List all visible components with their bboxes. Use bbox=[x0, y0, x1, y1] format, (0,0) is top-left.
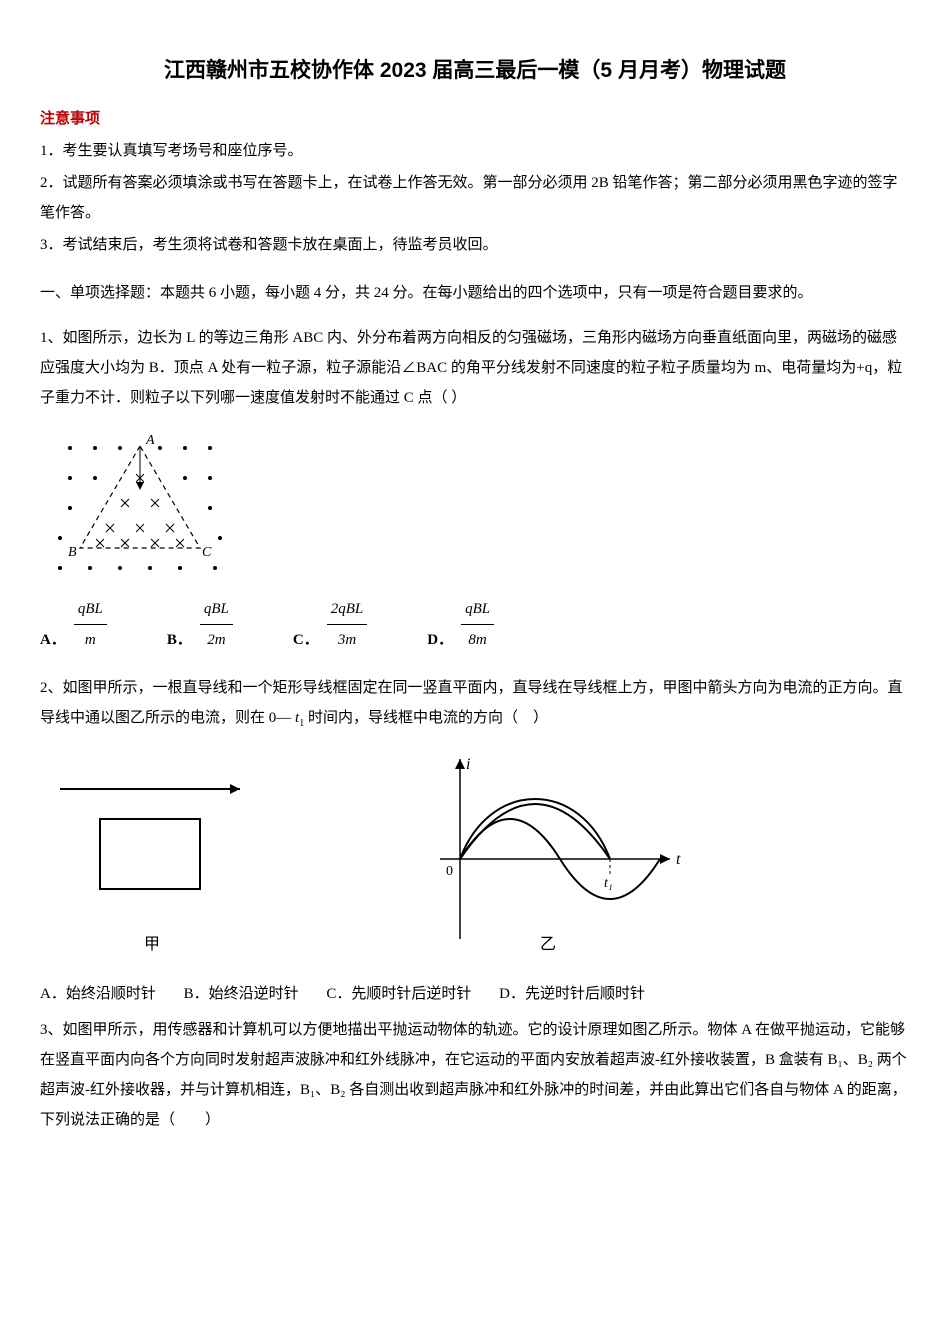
q2-opt-C: C．先顺时针后逆时针 bbox=[326, 979, 471, 1009]
q1-opt-A: A． qBLm bbox=[40, 594, 107, 655]
q2-fig-left-label: 甲 bbox=[144, 936, 160, 953]
q2-fig-right: i t 0 t₁ 乙 bbox=[400, 749, 700, 969]
q2-opt-B: B．始终沿逆时针 bbox=[184, 979, 299, 1009]
q1-fig-label-A: A bbox=[145, 433, 155, 448]
frac-den: 2m bbox=[200, 625, 233, 655]
q2-options: A．始终沿顺时针 B．始终沿逆时针 C．先顺时针后逆时针 D．先逆时针后顺时针 bbox=[40, 979, 910, 1009]
q2-opt-A: A．始终沿顺时针 bbox=[40, 979, 156, 1009]
q2-fig-left: 甲 bbox=[40, 749, 260, 969]
notice-item: 2．试题所有答案必须填涂或书写在答题卡上，在试卷上作答无效。第一部分必须用 2B… bbox=[40, 168, 910, 228]
frac-num: qBL bbox=[200, 594, 233, 625]
frac-den: 3m bbox=[327, 625, 368, 655]
notice-header: 注意事项 bbox=[40, 111, 100, 127]
q2-stem: 2、如图甲所示，一根直导线和一个矩形导线框固定在同一竖直平面内，直导线在导线框上… bbox=[40, 673, 910, 734]
frac-num: 2qBL bbox=[327, 594, 368, 625]
q1-opt-C: C． 2qBL3m bbox=[293, 594, 367, 655]
frac-num: qBL bbox=[461, 594, 494, 625]
opt-label: A． bbox=[40, 625, 66, 655]
q2-opt-D: D．先逆时针后顺时针 bbox=[499, 979, 645, 1009]
frac-num: qBL bbox=[74, 594, 107, 625]
opt-label: C． bbox=[293, 625, 319, 655]
q1-stem: 1、如图所示，边长为 L 的等边三角形 ABC 内、外分布着两方向相反的匀强磁场… bbox=[40, 323, 910, 413]
q2-tick-t1: t₁ bbox=[604, 876, 613, 891]
exam-title: 江西赣州市五校协作体 2023 届高三最后一模（5 月月考）物理试题 bbox=[40, 50, 910, 92]
q2-fig-right-label: 乙 bbox=[540, 936, 556, 953]
q2-origin: 0 bbox=[446, 864, 453, 879]
q1-opt-B: B． qBL2m bbox=[167, 594, 233, 655]
notice-block: 注意事项 1．考生要认真填写考场号和座位序号。 2．试题所有答案必须填涂或书写在… bbox=[40, 104, 910, 260]
q1-figure: A B C bbox=[40, 428, 910, 588]
q2-t1-sub: 1 bbox=[299, 718, 304, 729]
q1-fig-label-C: C bbox=[202, 545, 212, 560]
q1-fig-label-B: B bbox=[68, 545, 77, 560]
q2-stem-b: 时间内，导线框中电流的方向（ ） bbox=[308, 710, 548, 726]
q1-opt-D: D． qBL8m bbox=[427, 594, 494, 655]
frac-den: 8m bbox=[461, 625, 494, 655]
q1-options: A． qBLm B． qBL2m C． 2qBL3m D． qBL8m bbox=[40, 594, 910, 655]
notice-item: 3．考试结束后，考生须将试卷和答题卡放在桌面上，待监考员收回。 bbox=[40, 230, 910, 260]
q3-stem: 3、如图甲所示，用传感器和计算机可以方便地描出平抛运动物体的轨迹。它的设计原理如… bbox=[40, 1015, 910, 1135]
notice-item: 1．考生要认真填写考场号和座位序号。 bbox=[40, 136, 910, 166]
opt-label: B． bbox=[167, 625, 192, 655]
q2-axis-i: i bbox=[466, 756, 470, 773]
q2-axis-t: t bbox=[676, 851, 681, 868]
q2-figures: 甲 i t 0 t₁ 乙 bbox=[40, 749, 910, 969]
section-intro: 一、单项选择题：本题共 6 小题，每小题 4 分，共 24 分。在每小题给出的四… bbox=[40, 278, 910, 308]
opt-label: D． bbox=[427, 625, 453, 655]
frac-den: m bbox=[74, 625, 107, 655]
